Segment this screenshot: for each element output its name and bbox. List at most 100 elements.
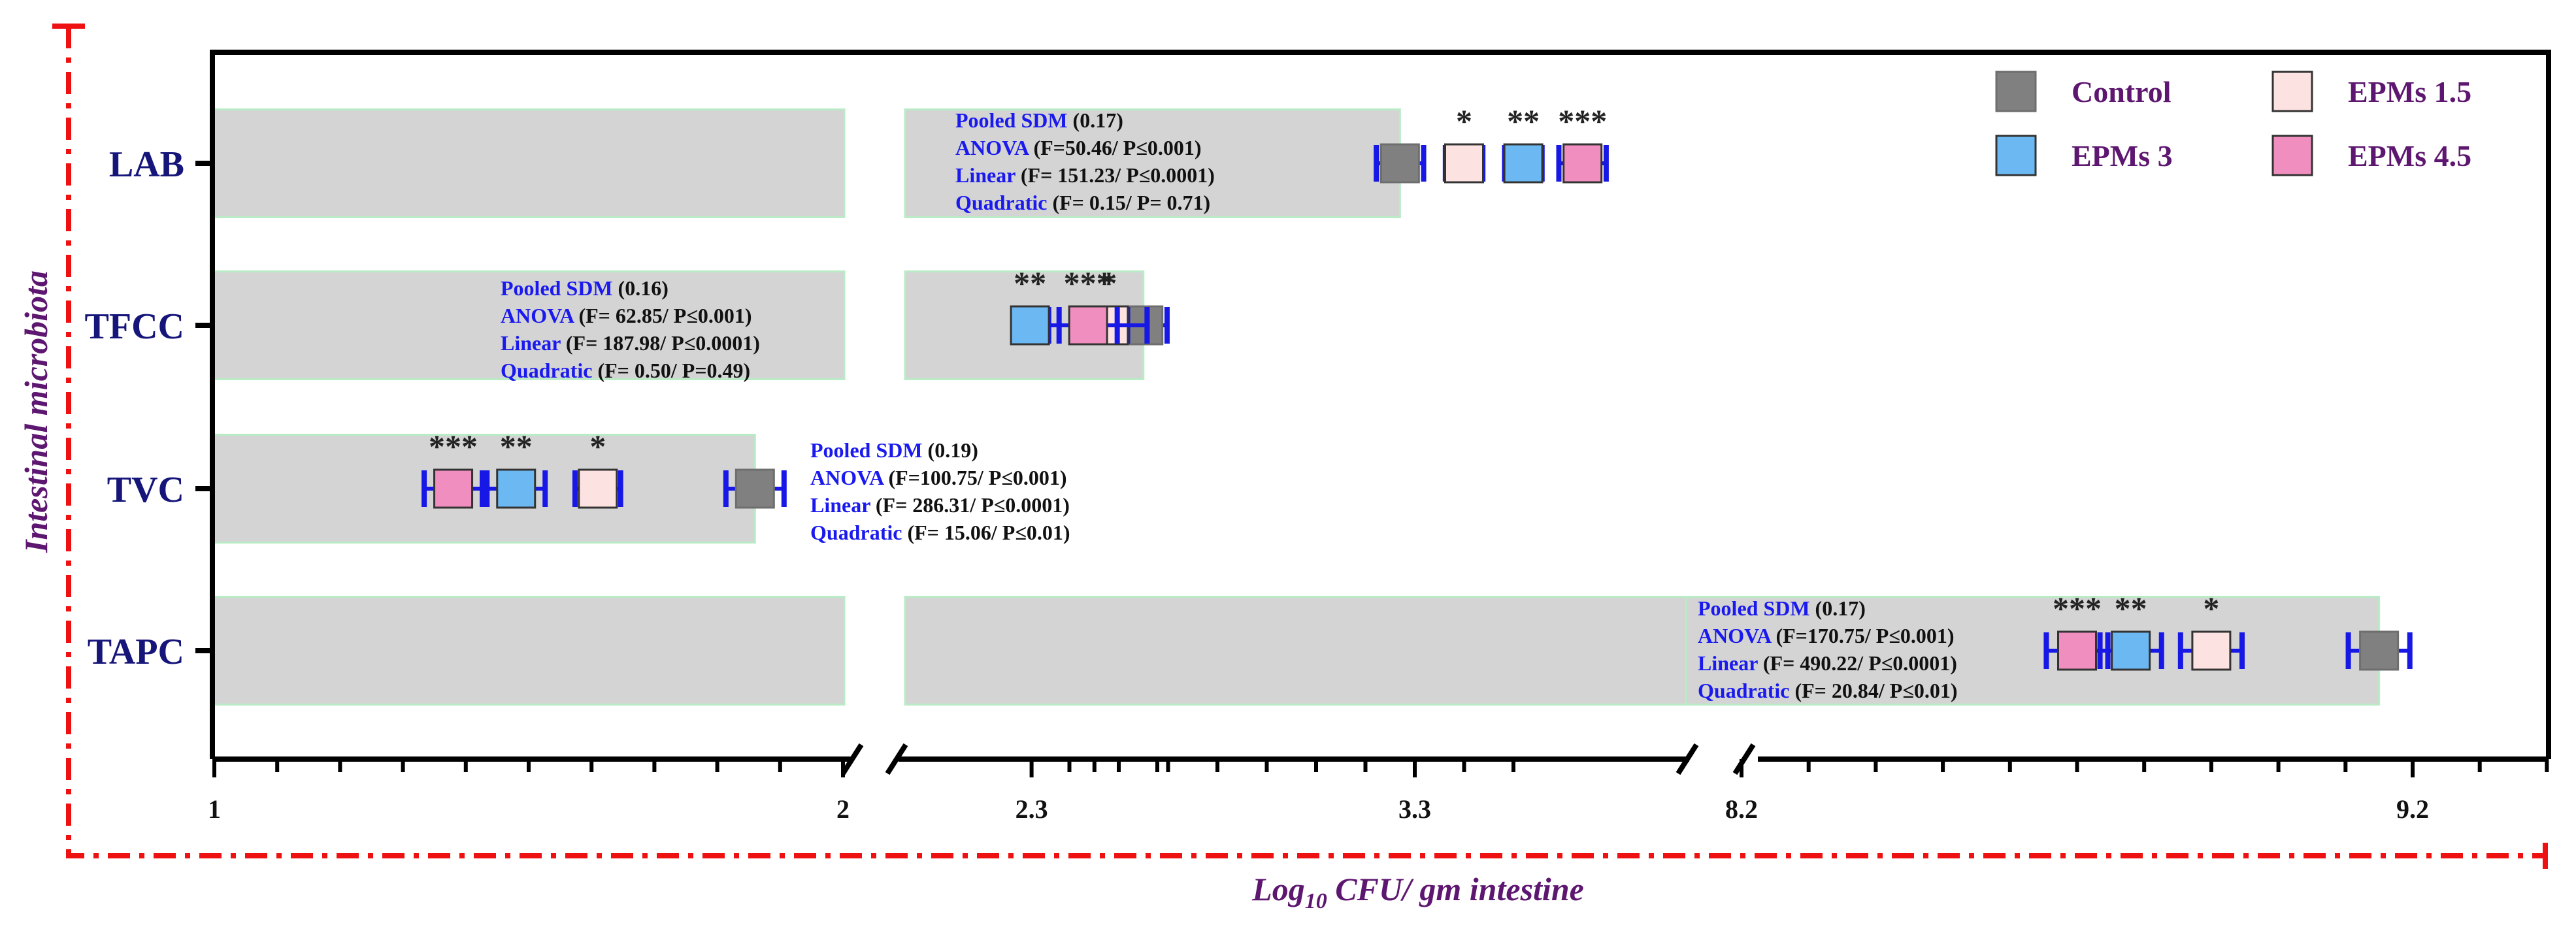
x-axis: 1 2 2.3 3.3 8.2 9.2 bbox=[208, 743, 2549, 824]
x-axis-break-mark-2 bbox=[1676, 743, 1699, 775]
stat-key: Linear bbox=[810, 493, 870, 517]
significance-lab-epms-1-5: * bbox=[1456, 103, 1472, 139]
stat-key: Pooled SDM bbox=[810, 438, 923, 462]
y-category-label-tfcc: TFCC bbox=[85, 306, 184, 347]
significance-tfcc-epms-3: ** bbox=[1014, 265, 1046, 301]
point-lab-epms-4-5 bbox=[1562, 143, 1603, 184]
point-tvc-control bbox=[735, 468, 775, 509]
y-axis: LAB TFCC TVC TAPC bbox=[85, 144, 212, 672]
point-lab-epms-3 bbox=[1503, 143, 1544, 184]
stat-value: (F= 0.50/ P=0.49) bbox=[592, 359, 750, 382]
stat-key: Quadratic bbox=[810, 521, 902, 544]
stat-line-tvc: ANOVA (F=100.75/ P≤0.001) bbox=[810, 466, 1067, 489]
plot-frame bbox=[210, 50, 2551, 759]
legend-label-control: Control bbox=[2072, 75, 2171, 108]
y-axis-title: Intestinal microbiota bbox=[18, 270, 54, 553]
stat-value: (0.16) bbox=[613, 276, 669, 300]
stat-key: Linear bbox=[955, 163, 1016, 187]
stat-key: Pooled SDM bbox=[1698, 596, 1810, 620]
stat-value: (F=100.75/ P≤0.001) bbox=[883, 466, 1066, 489]
x-axis-break-mark-0 bbox=[840, 743, 864, 775]
stat-key: ANOVA bbox=[955, 136, 1029, 159]
significance-tvc-epms-4-5: *** bbox=[429, 428, 478, 464]
stat-value: (F= 151.23/ P≤0.0001) bbox=[1016, 163, 1215, 187]
y-category-label-tvc: TVC bbox=[107, 470, 184, 510]
significance-tvc-epms-3: ** bbox=[500, 428, 533, 464]
x-axis-title-log: Log bbox=[1251, 871, 1305, 907]
legend-swatch-control bbox=[1995, 71, 2037, 112]
x-tick-label: 3.3 bbox=[1398, 794, 1431, 824]
stat-key: Quadratic bbox=[955, 191, 1047, 214]
x-tick-label: 8.2 bbox=[1725, 794, 1758, 824]
stat-value: (F= 0.15/ P= 0.71) bbox=[1047, 191, 1210, 214]
x-axis-break-mark-3 bbox=[1732, 743, 1756, 775]
stat-annotations: Pooled SDM (0.17) ANOVA (F=50.46/ P≤0.001… bbox=[501, 108, 1958, 702]
stat-value: (0.19) bbox=[923, 438, 978, 462]
stat-key: Quadratic bbox=[501, 359, 592, 382]
stat-value: (F= 15.06/ P≤0.01) bbox=[902, 521, 1070, 544]
stat-line-tapc: Linear (F= 490.22/ P≤0.0001) bbox=[1698, 651, 1957, 675]
significance-tapc-epms-3: ** bbox=[2115, 590, 2147, 626]
point-tapc-epms-4-5 bbox=[2057, 630, 2097, 671]
stat-key: Quadratic bbox=[1698, 679, 1789, 702]
significance-lab-epms-3: ** bbox=[1507, 103, 1540, 139]
stat-value: (F= 20.84/ P≤0.01) bbox=[1789, 679, 1957, 702]
stat-key: Linear bbox=[1698, 651, 1758, 675]
stat-line-lab: Linear (F= 151.23/ P≤0.0001) bbox=[955, 163, 1215, 187]
legend-swatch-epms-4-5 bbox=[2271, 135, 2313, 176]
stat-key: Pooled SDM bbox=[501, 276, 613, 300]
stat-value: (0.17) bbox=[1068, 108, 1123, 132]
significance-tfcc-epms-4-5: *** bbox=[1064, 265, 1113, 301]
point-tapc-epms-3 bbox=[2111, 630, 2151, 671]
stat-line-tfcc: Linear (F= 187.98/ P≤0.0001) bbox=[501, 331, 760, 355]
point-lab-control bbox=[1379, 143, 1420, 184]
stat-key: ANOVA bbox=[501, 304, 574, 327]
stat-key: Pooled SDM bbox=[955, 108, 1068, 132]
stat-line-tvc: Linear (F= 286.31/ P≤0.0001) bbox=[810, 493, 1070, 517]
point-tvc-epms-1-5 bbox=[578, 468, 618, 509]
x-axis-title-rest: CFU/ gm intestine bbox=[1327, 871, 1584, 907]
background-bar-tapc-0 bbox=[213, 596, 846, 706]
legend: Control EPMs 1.5 EPMs 3 EPMs 4.5 bbox=[1995, 71, 2471, 176]
figure-border bbox=[52, 24, 2548, 869]
x-tick-label: 2 bbox=[836, 794, 850, 824]
stat-value: (0.17) bbox=[1810, 596, 1866, 620]
legend-swatch-epms-1-5 bbox=[2271, 71, 2313, 112]
background-bar-tfcc-0 bbox=[213, 270, 846, 380]
legend-label-epms-4-5: EPMs 4.5 bbox=[2348, 139, 2471, 172]
stat-value: (F= 62.85/ P≤0.001) bbox=[573, 304, 751, 327]
legend-label-epms-3: EPMs 3 bbox=[2072, 139, 2173, 172]
background-bar-lab-0 bbox=[213, 108, 846, 218]
significance-tapc-epms-1-5: * bbox=[2203, 590, 2219, 626]
x-tick-label: 2.3 bbox=[1016, 794, 1048, 824]
point-tvc-epms-3 bbox=[496, 468, 537, 509]
stat-value: (F= 187.98/ P≤0.0001) bbox=[561, 331, 760, 355]
stat-line-lab: ANOVA (F=50.46/ P≤0.001) bbox=[955, 136, 1202, 159]
stat-line-tvc: Quadratic (F= 15.06/ P≤0.01) bbox=[810, 521, 1070, 544]
stat-line-tfcc: Quadratic (F= 0.50/ P=0.49) bbox=[501, 359, 750, 382]
significance-tvc-epms-1-5: * bbox=[589, 428, 606, 464]
stat-value: (F=170.75/ P≤0.001) bbox=[1770, 624, 1954, 647]
stat-key: ANOVA bbox=[1698, 624, 1772, 647]
plot-frame-line bbox=[210, 50, 2551, 759]
point-tfcc-epms-3 bbox=[1010, 305, 1050, 346]
legend-label-epms-1-5: EPMs 1.5 bbox=[2348, 75, 2471, 108]
significance-lab-epms-4-5: *** bbox=[1558, 103, 1607, 139]
point-tvc-epms-4-5 bbox=[433, 468, 474, 509]
figure-border-line bbox=[66, 26, 2545, 858]
stat-line-tapc: ANOVA (F=170.75/ P≤0.001) bbox=[1698, 624, 1955, 647]
stat-value: (F=50.46/ P≤0.001) bbox=[1028, 136, 1201, 159]
stat-line-tfcc: ANOVA (F= 62.85/ P≤0.001) bbox=[501, 304, 752, 327]
significance-tfcc-epms-1-5: * bbox=[1100, 265, 1117, 301]
point-tfcc-epms-4-5 bbox=[1068, 305, 1108, 346]
x-axis-break-mark-1 bbox=[885, 743, 908, 775]
point-tapc-control bbox=[2359, 630, 2400, 671]
stat-line-tapc: Quadratic (F= 20.84/ P≤0.01) bbox=[1698, 679, 1958, 702]
x-tick-label: 1 bbox=[208, 794, 221, 824]
background-bar-tapc-2 bbox=[1685, 596, 2381, 706]
legend-swatch-epms-3 bbox=[1995, 135, 2037, 176]
stat-line-lab: Quadratic (F= 0.15/ P= 0.71) bbox=[955, 191, 1210, 214]
x-axis-title: Log10 CFU/ gm intestine bbox=[1251, 871, 1584, 913]
stat-line-lab: Pooled SDM (0.17) bbox=[955, 108, 1123, 132]
